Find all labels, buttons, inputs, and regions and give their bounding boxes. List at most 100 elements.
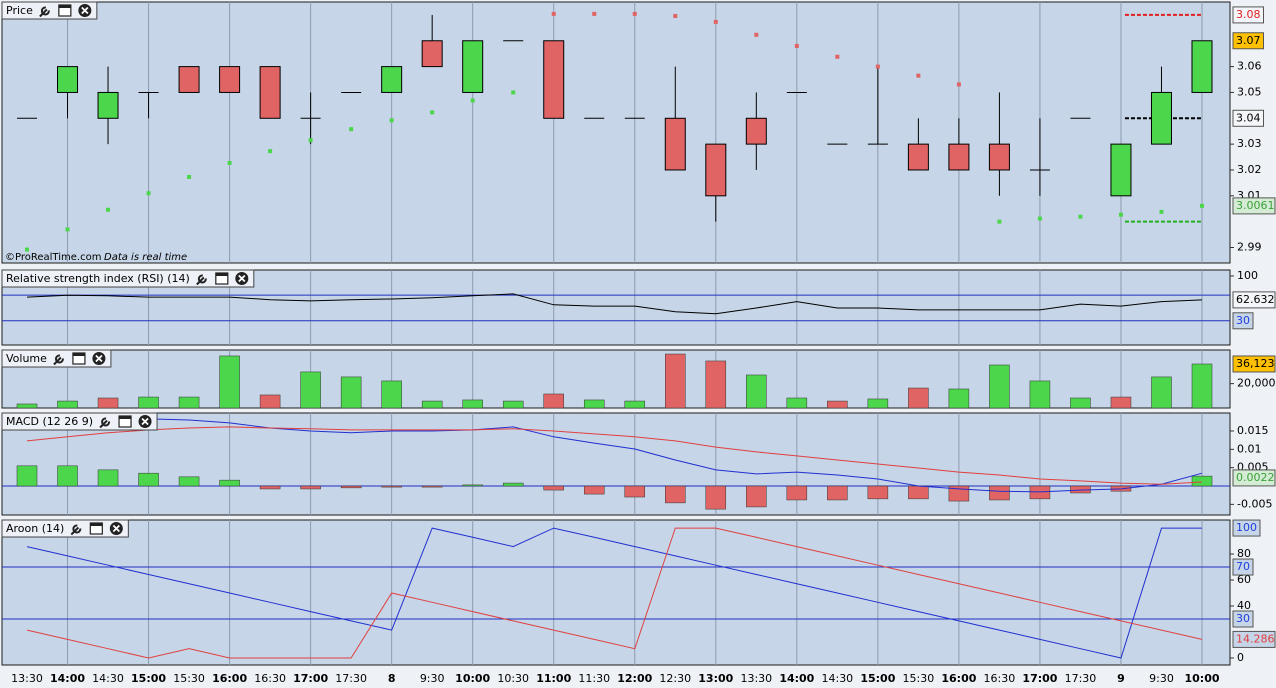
value-marker-label: 3.0061 (1236, 199, 1275, 212)
settings-button[interactable] (196, 274, 207, 286)
close-button[interactable] (78, 4, 92, 17)
macd-histogram-bar (989, 485, 1010, 501)
sar-dot (511, 90, 516, 95)
close-icon-x (238, 274, 246, 283)
y-tick-label: 2.99 (1237, 240, 1262, 253)
candle-body (1150, 91, 1172, 145)
x-tick-label: 12:00 (617, 672, 652, 685)
close-button[interactable] (235, 272, 249, 285)
x-tick-label: 15:30 (903, 672, 935, 685)
volume-bar (786, 397, 808, 409)
x-tick-label: 16:30 (984, 672, 1016, 685)
candle-body (705, 143, 727, 197)
macd-histogram-bar (948, 485, 970, 502)
x-tick-label: 14:30 (821, 672, 853, 685)
x-tick-label: 14:00 (779, 672, 814, 685)
macd-histogram-bar (219, 479, 240, 487)
maximize-button[interactable] (89, 522, 103, 535)
macd-histogram-bar (827, 485, 848, 501)
candle-body (988, 143, 1010, 171)
y-tick-label: 40 (1237, 599, 1251, 612)
close-button[interactable] (138, 415, 152, 428)
value-marker-box (1232, 109, 1264, 127)
value-marker-label: 0.0022 (1236, 471, 1275, 484)
sar-dot (187, 174, 192, 179)
candle-body (421, 40, 443, 68)
panel-title: Price (6, 4, 33, 17)
maximize-button[interactable] (215, 272, 229, 285)
y-tick-label: 20,000 (1237, 377, 1276, 390)
x-tick-label: 9:30 (420, 672, 445, 685)
x-tick-label: 9:30 (1149, 672, 1174, 685)
sar-dot (65, 227, 70, 232)
volume-bar (705, 360, 727, 409)
close-icon-x (141, 417, 149, 426)
settings-button[interactable] (70, 524, 82, 536)
volume-bar (178, 396, 200, 409)
candle-body (178, 66, 200, 93)
volume-bar (908, 387, 929, 409)
close-button[interactable] (92, 352, 106, 365)
candle-body (745, 117, 767, 145)
close-icon-x (95, 354, 103, 363)
close-button[interactable] (109, 522, 123, 535)
annotation: ©ProRealTime.com (5, 252, 101, 263)
volume-bar (462, 399, 483, 409)
x-tick-label: 8 (388, 672, 396, 685)
wrench-icon (99, 417, 111, 429)
window-icon-bar (90, 523, 103, 526)
sar-dot (956, 82, 961, 87)
macd-histogram-bar (746, 485, 767, 508)
volume-bar (624, 400, 646, 409)
wrench-icon (196, 274, 207, 286)
maximize-button[interactable] (118, 415, 132, 428)
x-tick-label: 15:00 (131, 672, 166, 685)
indicator-line (148, 418, 1203, 493)
volume-bar (219, 355, 240, 409)
settings-button[interactable] (53, 354, 64, 366)
value-marker-label: 62.632 (1236, 293, 1275, 306)
sar-dot (25, 247, 29, 252)
x-tick-label: 13:30 (740, 672, 772, 685)
wrench-icon (70, 524, 82, 536)
annotation: Data is real time (104, 252, 187, 263)
y-tick-label: 100 (1237, 269, 1258, 282)
value-marker-box (1232, 6, 1264, 24)
x-tick-label: 11:30 (578, 672, 610, 685)
macd-histogram-bar (1029, 485, 1051, 500)
indicator-line (26, 426, 1203, 485)
volume-bar (1191, 363, 1213, 409)
macd-histogram-bar (624, 485, 646, 498)
volume-bar (300, 371, 321, 409)
sar-dot (146, 191, 151, 196)
wrench-icon (39, 6, 50, 18)
x-tick-label: 16:00 (212, 672, 247, 685)
volume-bar (1151, 376, 1172, 409)
macd-histogram-bar (421, 485, 443, 488)
volume-bar (543, 393, 564, 409)
x-tick-label: 13:30 (11, 672, 43, 685)
settings-button[interactable] (99, 417, 111, 429)
macd-histogram-bar (300, 485, 321, 490)
x-tick-label: 17:00 (293, 672, 328, 685)
candle-body (948, 143, 970, 171)
volume-bar (259, 394, 281, 409)
volume-bar (502, 400, 524, 409)
value-marker-box (1232, 355, 1276, 373)
sar-dot (754, 32, 759, 37)
maximize-button[interactable] (58, 4, 72, 17)
maximize-button[interactable] (72, 352, 86, 365)
settings-button[interactable] (39, 6, 50, 18)
candle-body (259, 66, 281, 119)
sar-dot (349, 127, 354, 132)
sar-dot (1078, 214, 1083, 219)
x-tick-label: 16:30 (254, 672, 286, 685)
panel-title: Relative strength index (RSI) (14) (6, 272, 190, 285)
value-marker-box (1232, 519, 1261, 537)
macd-histogram-bar (381, 485, 402, 488)
x-tick-label: 9 (1117, 672, 1125, 685)
close-icon-x (81, 6, 89, 15)
indicator-line (26, 527, 1203, 659)
sar-dot (875, 64, 880, 69)
